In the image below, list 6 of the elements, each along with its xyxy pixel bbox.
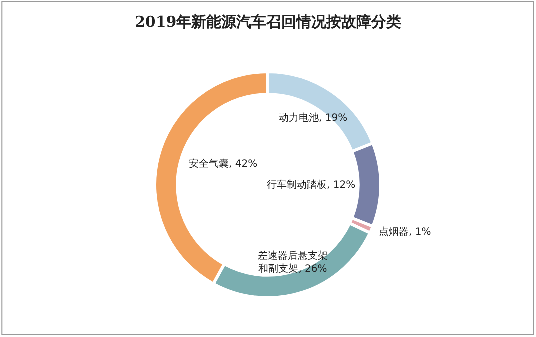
slice-label: 行车制动踏板, 12% bbox=[267, 179, 356, 191]
slice-label: 差速器后悬支架和副支架, 26% bbox=[258, 250, 328, 275]
slice-label: 安全气囊, 42% bbox=[189, 158, 258, 170]
chart-title: 2019年新能源汽车召回情况按故障分类 bbox=[135, 13, 402, 31]
slice-label: 点烟器, 1% bbox=[379, 226, 432, 238]
slice-label: 动力电池, 19% bbox=[279, 112, 348, 124]
